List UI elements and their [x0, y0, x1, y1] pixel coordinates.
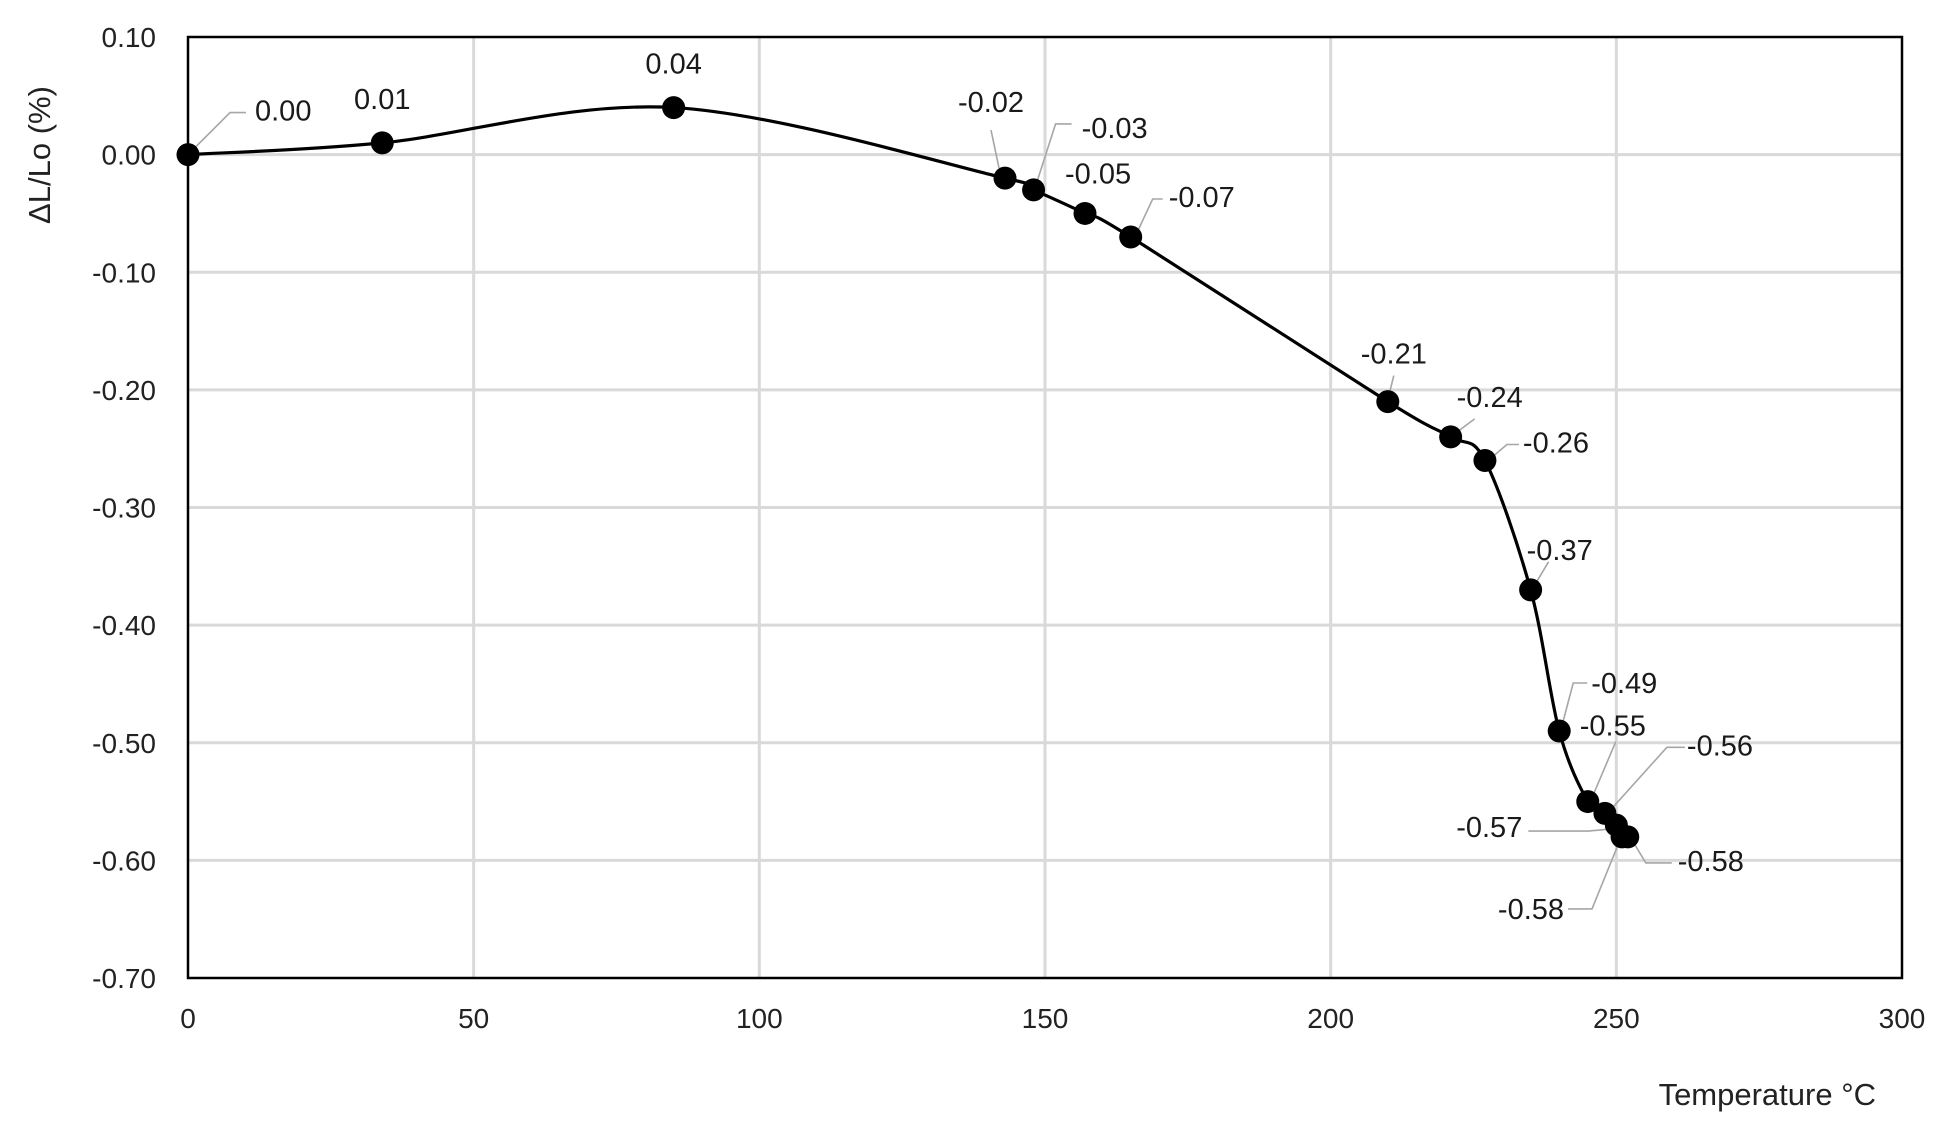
data-label: -0.07 — [1169, 182, 1235, 214]
leader-layer — [195, 111, 1685, 910]
data-point — [1073, 201, 1097, 225]
data-label: -0.55 — [1580, 711, 1646, 743]
label-leader-line — [1593, 741, 1617, 794]
data-label: -0.26 — [1523, 427, 1589, 459]
y-tick-label: -0.30 — [92, 493, 156, 524]
data-label: -0.37 — [1527, 535, 1593, 567]
grid-layer — [188, 37, 1902, 978]
data-point — [1576, 790, 1600, 814]
label-leader-line — [1562, 682, 1588, 722]
line-layer — [187, 105, 1629, 840]
data-label: -0.58 — [1498, 894, 1564, 926]
y-tick-label: -0.40 — [92, 610, 156, 641]
x-tick-label: 100 — [736, 1003, 783, 1034]
data-label: -0.05 — [1065, 158, 1131, 190]
data-point — [1022, 178, 1046, 202]
y-tick-label: 0.00 — [102, 140, 157, 171]
data-label: 0.04 — [645, 49, 701, 81]
label-leader-line — [1137, 198, 1163, 230]
y-tick-label: 0.10 — [102, 22, 157, 53]
data-label: 0.00 — [255, 96, 311, 128]
label-leader-line — [1612, 746, 1685, 808]
x-tick-label: 300 — [1879, 1003, 1926, 1034]
data-label: -0.58 — [1678, 846, 1744, 878]
data-label: -0.56 — [1687, 730, 1753, 762]
data-point — [1519, 578, 1543, 602]
label-leader-line — [1389, 375, 1395, 392]
data-point — [1616, 825, 1640, 849]
y-tick-label: -0.60 — [92, 845, 156, 876]
label-leader-line — [1458, 418, 1476, 432]
data-label: -0.24 — [1457, 382, 1523, 414]
plot-frame-layer — [186, 35, 1904, 980]
y-tick-label: -0.50 — [92, 728, 156, 759]
x-tick-label: 250 — [1593, 1003, 1640, 1034]
data-label: -0.57 — [1456, 812, 1522, 844]
x-tick-label: 150 — [1022, 1003, 1069, 1034]
data-point — [1376, 390, 1400, 414]
label-leader-line — [990, 129, 1000, 169]
label-leader-line — [1528, 828, 1611, 832]
plot-frame — [186, 35, 1904, 980]
x-axis-title: Temperature °C — [1659, 1077, 1876, 1112]
data-label: -0.02 — [958, 87, 1024, 119]
data-point — [662, 96, 686, 120]
label-leader-line — [1492, 443, 1519, 458]
data-point — [1439, 425, 1463, 449]
data-point — [993, 166, 1017, 190]
data-label-layer: 0.00 0.01 0.04 -0.02 -0.03 -0.05 -0.07 -0.21 -0.… — [255, 49, 1753, 926]
data-point — [1473, 448, 1497, 472]
y-axis-title: ΔL/Lo (%) — [22, 86, 57, 224]
x-tick-label: 0 — [180, 1003, 196, 1034]
data-label: -0.03 — [1082, 113, 1148, 145]
label-leader-line — [1535, 561, 1550, 583]
data-point — [1119, 225, 1143, 249]
data-label: 0.01 — [354, 84, 410, 116]
y-tick-label: -0.70 — [92, 963, 156, 994]
data-point — [1547, 719, 1571, 743]
label-leader-line — [195, 111, 246, 148]
data-label: -0.49 — [1591, 668, 1657, 700]
axis-layer: 0 50 100 150 200 250 300 0.10 0.00 -0.10 -0.20 -0.3… — [92, 22, 1925, 1034]
label-leader-line — [1633, 842, 1672, 864]
data-point — [176, 143, 200, 167]
label-leader-line — [1036, 123, 1072, 181]
label-leader-line — [1568, 844, 1619, 910]
data-point — [370, 131, 394, 155]
x-tick-label: 200 — [1307, 1003, 1354, 1034]
y-tick-label: -0.10 — [92, 257, 156, 288]
data-label: -0.21 — [1361, 339, 1427, 371]
y-tick-label: -0.20 — [92, 375, 156, 406]
marker-layer — [176, 96, 1640, 849]
x-tick-label: 50 — [458, 1003, 489, 1034]
series-line — [187, 105, 1629, 840]
